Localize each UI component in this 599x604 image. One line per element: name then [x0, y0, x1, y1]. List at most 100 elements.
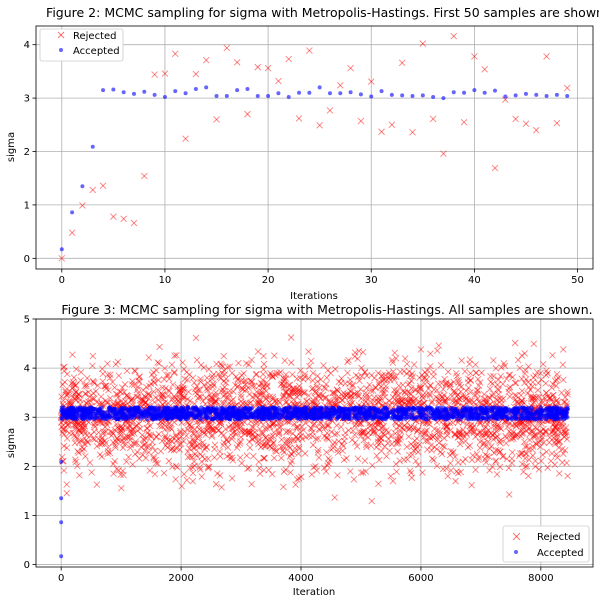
rejected-point	[151, 447, 159, 455]
rejected-point	[498, 364, 505, 371]
rejected-point	[518, 375, 525, 383]
rejected-point	[492, 365, 500, 372]
accepted-point	[482, 90, 487, 95]
rejected-point	[237, 391, 245, 398]
rejected-point	[63, 481, 70, 488]
accepted-point	[260, 407, 265, 413]
rejected-point	[558, 459, 566, 466]
chart-2-legend-rejected-label: Rejected	[537, 532, 581, 543]
rejected-point	[478, 369, 485, 377]
rejected-point	[521, 370, 529, 377]
rejected-point	[555, 444, 563, 452]
rejected-point	[164, 392, 172, 400]
rejected-point	[204, 455, 212, 463]
accepted-point	[265, 407, 271, 412]
accepted-point	[470, 406, 475, 412]
accepted-point	[203, 415, 208, 420]
rejected-point	[252, 371, 260, 378]
accepted-point	[235, 88, 240, 93]
rejected-point	[97, 393, 105, 401]
rejected-point	[300, 426, 307, 434]
rejected-point	[106, 374, 114, 382]
rejected-point	[476, 420, 484, 427]
accepted-point	[508, 414, 514, 419]
rejected-point	[466, 360, 473, 368]
rejected-point	[58, 255, 66, 262]
rejected-point	[403, 443, 411, 451]
rejected-point	[559, 346, 567, 353]
rejected-point	[491, 419, 498, 427]
rejected-point	[288, 387, 296, 395]
accepted-point	[278, 412, 284, 418]
rejected-point	[69, 429, 77, 437]
rejected-point	[151, 71, 158, 78]
rejected-point	[393, 468, 400, 476]
accepted-point	[300, 409, 305, 415]
rejected-point	[317, 419, 325, 427]
accepted-point	[545, 407, 550, 412]
rejected-point	[502, 432, 509, 440]
rejected-point	[338, 375, 345, 382]
rejected-point	[140, 172, 148, 180]
rejected-point	[338, 440, 346, 448]
rejected-point	[223, 453, 231, 460]
rejected-point	[223, 437, 231, 444]
chart-2-legend-accepted-label: Accepted	[537, 548, 584, 559]
rejected-point	[63, 489, 71, 497]
rejected-point	[543, 448, 550, 456]
rejected-point	[340, 456, 348, 464]
accepted-point	[81, 416, 86, 422]
accepted-point	[333, 410, 339, 415]
rejected-point	[306, 363, 313, 370]
rejected-point	[278, 454, 285, 462]
rejected-point	[544, 464, 551, 471]
rejected-point	[508, 449, 516, 456]
rejected-point	[148, 371, 156, 378]
accepted-point	[476, 415, 481, 420]
y-tick-label: 1	[24, 200, 30, 211]
accepted-point	[63, 413, 69, 418]
rejected-point	[83, 374, 91, 382]
rejected-point	[333, 422, 340, 429]
rejected-point	[450, 32, 458, 40]
accepted-point	[527, 408, 533, 414]
y-tick-label: 3	[24, 94, 30, 105]
rejected-point	[322, 380, 330, 388]
rejected-point	[497, 373, 505, 380]
rejected-point	[83, 383, 90, 390]
rejected-point	[155, 376, 162, 384]
rejected-point	[413, 428, 421, 435]
rejected-point	[422, 419, 430, 427]
x-tick-label: 8000	[528, 573, 553, 584]
accepted-point	[81, 412, 86, 418]
accepted-point	[319, 415, 325, 420]
rejected-point	[190, 379, 198, 386]
accepted-point	[186, 406, 191, 411]
accepted-point	[337, 414, 342, 419]
rejected-point	[110, 470, 117, 477]
rejected-point	[320, 464, 328, 472]
rejected-point	[193, 356, 201, 364]
accepted-point	[466, 416, 471, 422]
rejected-point	[367, 78, 375, 85]
rejected-point	[371, 374, 378, 382]
rejected-point	[386, 447, 393, 455]
accepted-point	[403, 416, 408, 421]
rejected-point	[404, 381, 412, 388]
rejected-point	[497, 425, 505, 433]
chart-1-legend-rejected-marker	[57, 31, 65, 39]
rejected-point	[89, 435, 97, 443]
rejected-point	[521, 443, 529, 450]
rejected-point	[72, 456, 79, 464]
rejected-point	[526, 386, 534, 394]
accepted-point	[490, 410, 496, 415]
accepted-point	[367, 407, 373, 412]
rejected-point	[316, 122, 323, 129]
accepted-point	[245, 87, 250, 92]
rejected-point	[260, 454, 267, 462]
rejected-point	[518, 460, 526, 468]
accepted-point	[420, 93, 425, 98]
chart-1-title: Figure 2: MCMC sampling for sigma with M…	[46, 5, 599, 20]
rejected-point	[502, 96, 509, 104]
accepted-point	[503, 94, 508, 99]
